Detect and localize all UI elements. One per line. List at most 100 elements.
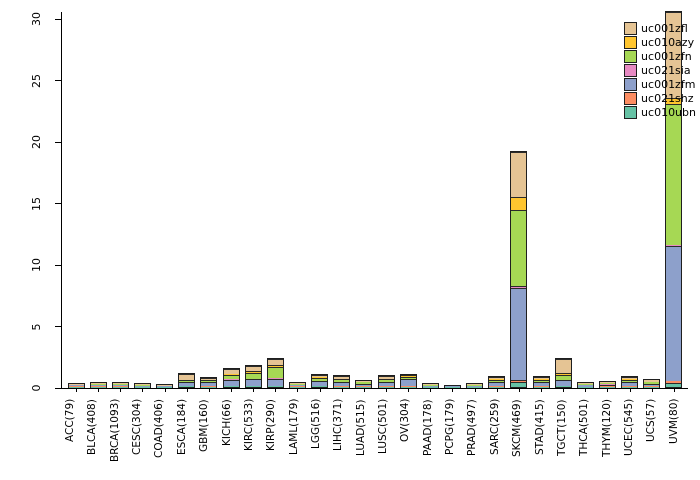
bar-slot <box>397 12 419 392</box>
bar-segment-uc001zfn <box>134 384 150 386</box>
x-tick-mark <box>76 388 78 392</box>
x-axis-label: UCEC(545) <box>622 399 635 457</box>
legend-color-swatch <box>624 50 638 63</box>
bar-segment-uc010azy <box>179 379 195 381</box>
bar-segment-uc001zfl <box>90 383 106 385</box>
bar-segment-uc010azy <box>555 372 571 376</box>
bar-slot <box>242 12 264 392</box>
bar-segment-uc010azy <box>533 379 549 381</box>
x-axis-label: PRAD(497) <box>466 399 479 456</box>
x-axis-label: LAML(179) <box>287 399 300 456</box>
bar-segment-uc001zfl <box>68 384 84 385</box>
x-tick-mark <box>98 388 100 392</box>
bar-segment-uc001zfl <box>334 376 350 379</box>
x-axis-label: LGG(516) <box>309 399 322 450</box>
bar-segment-uc001zfl <box>201 377 217 380</box>
x-axis-label: KIRC(533) <box>242 399 255 452</box>
bar-segment-uc010azy <box>223 373 239 375</box>
bar-stack <box>333 375 351 388</box>
bar-segment-uc001zfn <box>223 374 239 380</box>
bar-slot <box>87 12 109 392</box>
bar-segment-uc021shz <box>666 381 682 383</box>
bar-stack <box>510 151 528 388</box>
bar-segment-uc001zfm <box>201 382 217 387</box>
bar-segment-uc001zfm <box>245 379 261 386</box>
bar-segment-uc001zfn <box>112 384 128 386</box>
bar-slot <box>286 12 308 392</box>
x-tick-mark <box>651 388 653 392</box>
bar-segment-uc001zfl <box>134 384 150 385</box>
bar-slot <box>596 12 618 392</box>
bar-segment-uc010azy <box>489 379 505 381</box>
bar-segment-uc001zfm <box>179 382 195 387</box>
bar-segment-uc001zfm <box>422 385 438 387</box>
x-tick-mark <box>297 388 299 392</box>
bar-segment-uc001zfl <box>489 376 505 380</box>
legend-label: uc010ubn <box>641 106 696 119</box>
bar-stack <box>421 383 439 388</box>
bar-slot <box>131 12 153 392</box>
bar-slot <box>375 12 397 392</box>
x-axis-label: BLCA(408) <box>86 399 99 455</box>
bar-segment-uc021shz <box>511 380 527 383</box>
bar-segment-uc001zfl <box>577 383 593 385</box>
x-tick-mark <box>120 388 122 392</box>
bar-segment-uc010ubn <box>666 382 682 387</box>
bar-segment-uc001zfn <box>599 383 615 385</box>
bar-stack <box>355 379 373 388</box>
x-tick-mark <box>275 388 277 392</box>
y-tick-label: 0 <box>30 384 43 392</box>
bar-stack <box>156 384 174 388</box>
bar-segment-uc001zfl <box>533 376 549 380</box>
bar-segment-uc021sia <box>511 286 527 289</box>
x-tick-mark <box>231 388 233 392</box>
bar-segment-uc010azy <box>666 97 682 104</box>
bar-slot <box>464 12 486 392</box>
bar-stack <box>399 373 417 388</box>
x-tick-mark <box>386 388 388 392</box>
bar-segment-uc001zfn <box>577 384 593 386</box>
bar-stack <box>67 383 85 388</box>
bar-segment-uc010azy <box>622 379 638 380</box>
x-axis-label: ESCA(184) <box>175 399 188 456</box>
legend-item: uc001zfm <box>624 78 696 91</box>
x-tick-mark <box>186 388 188 392</box>
bar-slot <box>154 12 176 392</box>
bar-slot <box>530 12 552 392</box>
x-axis-label: PAAD(178) <box>421 399 434 456</box>
bar-segment-uc001zfl <box>622 376 638 380</box>
bar-slot <box>486 12 508 392</box>
bar-stack <box>288 382 306 388</box>
y-tick-label: 10 <box>30 258 43 273</box>
x-tick-mark <box>208 388 210 392</box>
bar-segment-uc001zfm <box>489 382 505 387</box>
legend-item: uc010ubn <box>624 106 696 119</box>
legend-item: uc021sia <box>624 64 696 77</box>
bar-segment-uc001zfm <box>555 380 571 386</box>
bar-segment-uc021sia <box>666 245 682 247</box>
x-axis-label: PCPG(179) <box>444 399 457 456</box>
bar-segment-uc001zfn <box>378 379 394 382</box>
bar-segment-uc001zfn <box>179 380 195 383</box>
x-tick-mark <box>363 388 365 392</box>
bar-segment-uc001zfn <box>622 379 638 383</box>
x-axis-label: STAD(415) <box>533 399 546 455</box>
x-tick-mark <box>474 388 476 392</box>
bar-slot <box>641 12 663 392</box>
y-tick-mark <box>55 264 61 266</box>
bar-stack <box>665 10 683 388</box>
y-tick-label: 25 <box>30 73 43 88</box>
bar-stack <box>244 364 262 388</box>
bar-slot <box>309 12 331 392</box>
bar-segment-uc001zfl <box>112 383 128 385</box>
bar-stack <box>266 357 284 388</box>
bar-segment-uc001zfm <box>134 385 150 387</box>
bar-slot <box>508 12 530 392</box>
bar-segment-uc001zfl <box>267 358 283 365</box>
bar-segment-uc010ubn <box>511 382 527 387</box>
bar-segment-uc001zfn <box>666 103 682 246</box>
x-axis-label: LUAD(515) <box>354 399 367 456</box>
bar-segment-uc001zfm <box>622 382 638 387</box>
y-tick-mark <box>55 18 61 20</box>
legend-color-swatch <box>624 106 638 119</box>
